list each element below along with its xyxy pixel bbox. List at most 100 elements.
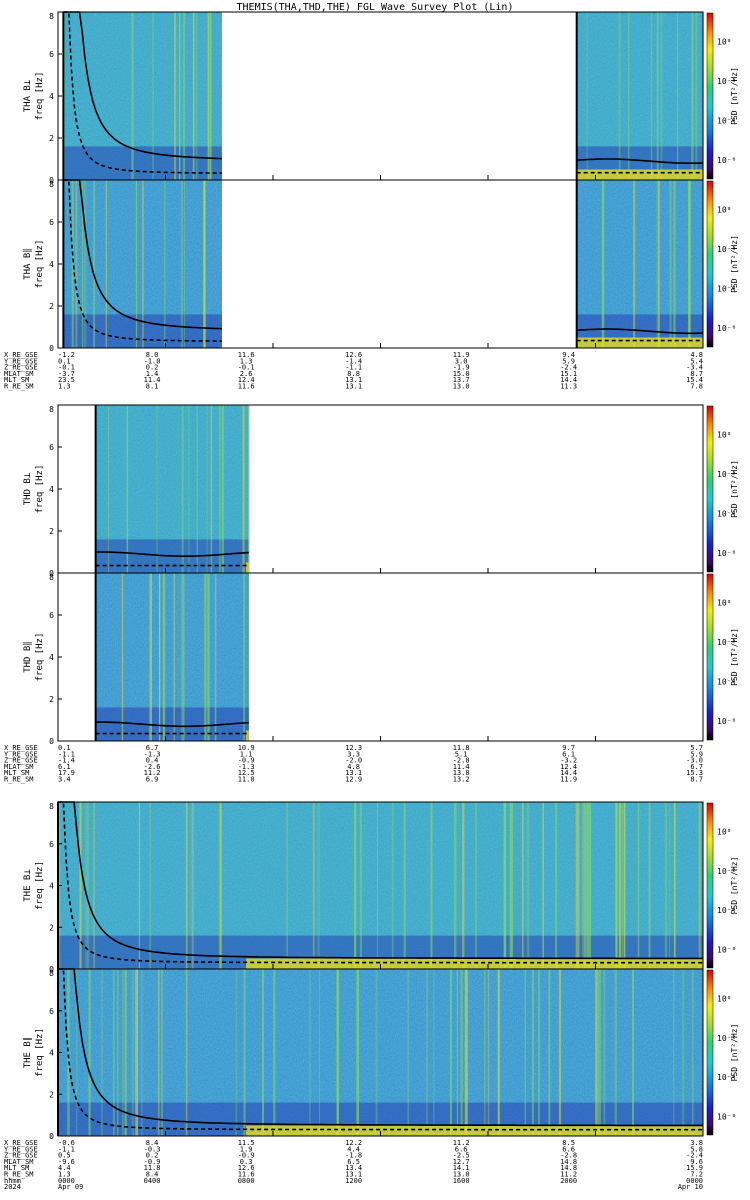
colorbar-label: PSD [nT²/Hz] [730, 67, 739, 125]
colorbar: 10⁰ 10⁻² 10⁻⁴ 10⁻⁶ PSD [nT²/Hz] [706, 405, 739, 573]
spectrogram-streak [101, 969, 103, 1136]
ephemeris-row-label: Z_RE_GSE [4, 364, 38, 372]
spectrogram-streak [131, 12, 134, 180]
y-tick-label: 4 [49, 653, 54, 662]
spectrogram-streak [656, 12, 659, 180]
y-axis-unit-label: freq [Hz] [35, 465, 45, 514]
ephemeris-row-label: hhmm [4, 1177, 21, 1185]
ephemeris-value: -1.3 [238, 763, 255, 771]
spectrogram-streak [503, 802, 506, 969]
y-tick-label: 4 [49, 1049, 54, 1058]
spectrogram-streak [595, 969, 598, 1136]
y-axis-label: THA B∥ [23, 248, 33, 280]
spectrogram-streak [286, 802, 288, 969]
spectrogram-streak [93, 802, 95, 969]
spectrogram-streak [522, 802, 524, 969]
harmonic-frequency-line [63, 179, 222, 342]
ephemeris-value: 6.9 [146, 776, 159, 784]
spectrogram-speckle [95, 573, 249, 741]
ephemeris-value: 2.6 [240, 370, 253, 378]
spectrogram-streak [681, 969, 685, 1136]
spectrogram-streak [122, 969, 124, 1136]
ephemeris-value: 1.9 [240, 1145, 253, 1153]
ephemeris-value: 13.1 [345, 383, 362, 391]
y-tick-label: 2 [49, 695, 54, 704]
spectrogram-streak [218, 802, 221, 969]
cyclotron-frequency-line [63, 179, 222, 330]
spectrogram-streak [511, 802, 514, 969]
ephemeris-value: 5.4 [690, 357, 703, 365]
ephemeris-value: 15.4 [686, 376, 703, 384]
colorbar-scale [706, 573, 714, 741]
y-tick-label: 6 [49, 1007, 54, 1016]
spectrogram-streak [162, 573, 166, 741]
ephemeris-value: 4.8 [690, 351, 703, 359]
high-power-band [246, 958, 703, 969]
spectrogram-streak [71, 180, 74, 348]
harmonic-frequency-line [58, 968, 703, 1131]
ephemeris-value: -1.3 [144, 750, 161, 758]
spectrogram-streak [596, 969, 600, 1136]
ephemeris-value: Apr 10 [678, 1183, 703, 1191]
spectrogram-streak [637, 802, 640, 969]
colorbar-label: PSD [nT²/Hz] [730, 235, 739, 293]
spectrogram-streak [504, 802, 507, 969]
spectrogram-streak [460, 969, 463, 1136]
spectrogram-panel: 0 2 4 6 8 THE B⊥ freq [Hz] 10⁰ 10⁻² 10⁻⁴ 10⁻⁶ PSD [… [23, 801, 739, 974]
colorbar-tick-label: 10⁻² [717, 867, 736, 876]
spectrogram-streak [174, 12, 177, 180]
spectrogram-streak [403, 802, 406, 969]
colorbar-scale [706, 802, 714, 969]
harmonic-frequency-line [63, 11, 222, 174]
spectrogram-streak [182, 573, 185, 741]
ephemeris-value: 0.5 [58, 1152, 71, 1160]
ephemeris-value: 3.4 [58, 776, 71, 784]
spectrogram-streak [204, 573, 207, 741]
colorbar: 10⁰ 10⁻² 10⁻⁴ 10⁻⁶ PSD [nT²/Hz] [706, 802, 739, 969]
spectrogram-streak [669, 180, 672, 348]
ephemeris-value: 8.4 [146, 1139, 159, 1147]
ephemeris-value: 11.2 [453, 1139, 470, 1147]
ephemeris-value: 8.0 [146, 351, 159, 359]
ephemeris-row-label: MLAT_SM [4, 1158, 34, 1166]
spectrogram-streak [150, 573, 152, 741]
spectrogram-speckle [576, 12, 703, 180]
ephemeris-value: -1.8 [345, 1152, 362, 1160]
spectrogram-streak [157, 969, 160, 1136]
colorbar-tick-label: 10⁻⁶ [717, 324, 736, 333]
ephemeris-row-label: MLAT_SM [4, 763, 34, 771]
colorbar-tick-label: 10⁻⁴ [717, 285, 736, 294]
ephemeris-value: 13.0 [453, 383, 470, 391]
colorbar-scale [706, 12, 714, 180]
spectrogram-streak [588, 802, 592, 969]
ephemeris-value: 17.9 [58, 769, 75, 777]
ephemeris-value: 0000 [58, 1177, 75, 1185]
spectrogram-streak [695, 12, 698, 180]
ephemeris-value: -2.8 [453, 757, 470, 765]
spectrogram-streak [375, 969, 378, 1136]
spectrogram-streak [674, 802, 676, 969]
spectrogram-streak [76, 969, 78, 1136]
spectrogram-streak [673, 802, 675, 969]
spectrogram-panel: 0 2 4 6 8 THD B∥ freq [Hz] 10⁰ 10⁻² 10⁻⁴ 10⁻⁶ PSD [… [23, 572, 739, 746]
spectrogram-streak [309, 969, 311, 1136]
spectrogram-streak [126, 405, 128, 573]
ephemeris-value: 3.8 [690, 1139, 703, 1147]
spectrogram-streak [317, 802, 320, 969]
spectrogram-streak [140, 969, 143, 1136]
y-tick-label: 0 [49, 965, 54, 974]
ephemeris-value: 11.9 [560, 776, 577, 784]
spectrogram-streak [219, 405, 221, 573]
ephemeris-value: 13.7 [453, 376, 470, 384]
y-tick-label: 8 [49, 12, 54, 21]
spectrogram-streak [181, 405, 184, 573]
colorbar-label: PSD [nT²/Hz] [730, 857, 739, 915]
y-tick-label: 0 [49, 1132, 54, 1141]
ephemeris-row-label: 2024 [4, 1183, 21, 1191]
spectrogram-streak [87, 802, 89, 969]
ephemeris-value: 12.4 [560, 763, 577, 771]
colorbar-tick-label: 10⁻⁶ [717, 945, 736, 954]
high-power-band [246, 1125, 703, 1136]
ephemeris-value: 13.1 [345, 376, 362, 384]
